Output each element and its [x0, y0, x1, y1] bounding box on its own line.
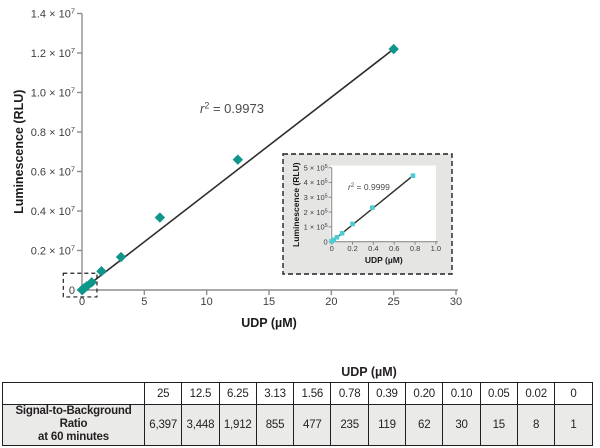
x-axis-title: UDP (µM): [241, 316, 297, 330]
data-point-marker: [232, 154, 244, 165]
x-tick-label: 30: [450, 296, 462, 308]
x-tick-label: 0.4: [368, 244, 378, 253]
concentration-cell: 0: [554, 382, 593, 405]
data-point-marker: [410, 173, 416, 178]
data-point-marker: [329, 238, 334, 244]
main-chart: 0 5 10 15 20 25 30 0 0.2 × 107 0.4 × 107 0.6 × 107…: [12, 7, 462, 331]
y-tick-label: 0.8 × 107: [31, 125, 75, 139]
concentration-cell: 6.25: [218, 382, 257, 405]
ratio-row: Signal-to-Background Ratio at 60 minutes…: [2, 404, 593, 446]
concentration-cell: 25: [143, 382, 183, 405]
ratio-cell: 6,397: [143, 404, 183, 446]
ratio-cell: 30: [442, 404, 481, 446]
inset-chart: 0 0.2 0.4 0.6 0.8 1.0 0 1 × 105 2 × 105 3 × 105 4 …: [282, 153, 453, 275]
data-point-marker: [339, 230, 345, 236]
concentration-cell: 0.05: [479, 382, 518, 405]
table-title: UDP (µM): [341, 365, 397, 379]
data-point-marker: [334, 234, 340, 240]
ratio-table-section: UDP (µM) 25 12.5 6.25 3.13 1.56 0.78 0.39 0.20 0…: [2, 362, 598, 446]
chart-canvas: 0 5 10 15 20 25 30 0 0.2 × 107 0.4 × 107 0.6 × 107…: [12, 7, 462, 331]
x-tick-label: 5: [141, 296, 147, 308]
y-tick-label: 1.4 × 107: [31, 7, 75, 21]
y-axis-title: Luminescence (RLU): [12, 90, 26, 214]
data-point-marker: [96, 266, 107, 277]
x-tick-label: 0.8: [410, 244, 420, 253]
row-label-line1: Signal-to-Background Ratio: [15, 405, 132, 431]
ratio-cell: 1,912: [218, 404, 257, 446]
concentration-cell: 0.10: [442, 382, 481, 405]
concentration-cell: 1.56: [293, 382, 332, 405]
data-point-marker: [115, 251, 127, 263]
y-tick-label: 1 × 105: [304, 223, 328, 232]
data-point-marker: [370, 205, 375, 210]
x-tick-label: 0: [330, 244, 334, 253]
concentration-cell: 3.13: [255, 382, 295, 405]
y-tick-label: 0.2 × 107: [31, 244, 75, 258]
row-label-cell: Signal-to-Background Ratio at 60 minutes: [2, 404, 145, 446]
signal-background-table: 25 12.5 6.25 3.13 1.56 0.78 0.39 0.20 0.10 0.05 0.…: [2, 382, 593, 446]
y-tick-label: 1.2 × 107: [31, 46, 75, 60]
concentration-cell: 0.39: [367, 382, 407, 405]
ratio-cell: 1: [554, 404, 593, 446]
x-tick-label: 0.6: [389, 244, 399, 253]
y-tick-label: 3 × 105: [304, 193, 328, 202]
y-tick-label: 0.6 × 107: [31, 165, 75, 179]
y-tick-label: 2 × 105: [304, 208, 328, 217]
ratio-cell: 62: [405, 404, 444, 446]
data-point-marker: [388, 43, 399, 55]
ratio-cell: 8: [516, 404, 556, 446]
y-axis-title: Luminescence (RLU): [291, 162, 301, 247]
concentration-cell: 0.20: [405, 382, 444, 405]
ratio-cell: 3,448: [181, 404, 220, 446]
x-tick-label: 0: [79, 296, 85, 308]
x-tick-label: 10: [201, 296, 213, 308]
y-tick-label: 5 × 105: [304, 163, 328, 172]
concentration-cell: 12.5: [181, 382, 220, 405]
concentration-cell: 0.02: [516, 382, 556, 405]
x-tick-label: 15: [263, 296, 275, 308]
row-label-line2: at 60 minutes: [38, 431, 109, 444]
x-tick-label: 25: [388, 296, 400, 308]
y-tick-label: 0: [69, 285, 75, 297]
x-tick-label: 0.2: [347, 244, 357, 253]
table-corner-spacer: [2, 382, 145, 405]
y-tick-label: 0: [324, 237, 328, 246]
ratio-cell: 119: [367, 404, 407, 446]
zoom-region-outline: [62, 272, 98, 298]
x-tick-label: 20: [325, 296, 337, 308]
fit-line: [81, 48, 395, 291]
concentration-row: 25 12.5 6.25 3.13 1.56 0.78 0.39 0.20 0.10 0.05 0.…: [2, 382, 593, 405]
x-tick-label: 1.0: [431, 244, 441, 253]
data-point-marker: [154, 212, 166, 223]
y-tick-label: 0.4 × 107: [31, 204, 75, 218]
data-point-marker: [350, 221, 355, 227]
x-axis-title: UDP (µM): [365, 255, 403, 265]
y-tick-label: 4 × 105: [304, 178, 328, 187]
data-point-marker: [76, 284, 88, 296]
ratio-cell: 15: [479, 404, 518, 446]
ratio-cell: 855: [255, 404, 295, 446]
ratio-cell: 235: [330, 404, 369, 446]
y-tick-label: 1.0 × 107: [31, 86, 75, 100]
r-squared-annotation: r2 = 0.9999: [348, 182, 390, 192]
r-squared-annotation: r2 = 0.9973: [200, 101, 264, 117]
concentration-cell: 0.78: [330, 382, 369, 405]
ratio-cell: 477: [293, 404, 332, 446]
